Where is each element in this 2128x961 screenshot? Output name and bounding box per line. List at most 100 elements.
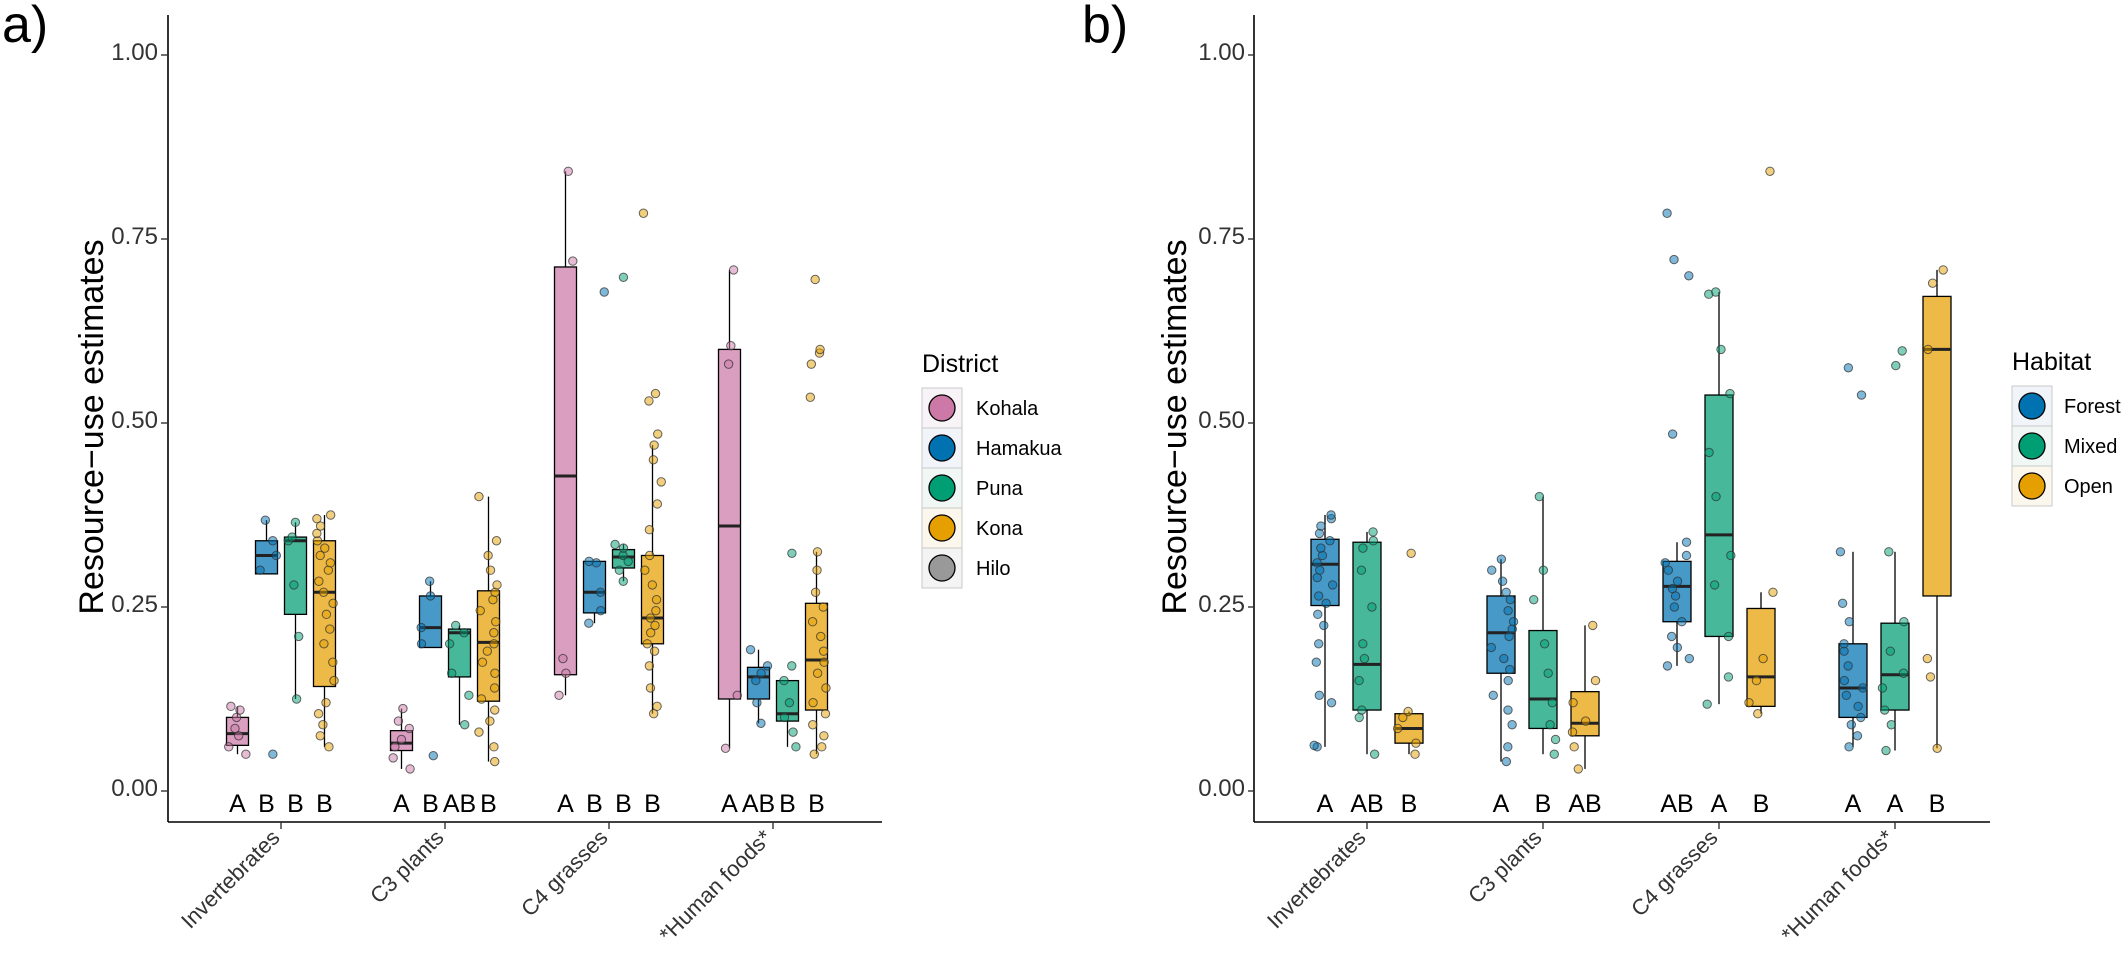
data-point xyxy=(1723,631,1734,642)
data-point xyxy=(475,605,485,616)
legend-item-puna: Puna xyxy=(921,467,1024,509)
data-point xyxy=(1358,639,1368,649)
data-point xyxy=(404,723,414,734)
data-point xyxy=(820,709,831,719)
data-point xyxy=(483,550,493,561)
significance-letter: A xyxy=(1317,790,1334,818)
data-point xyxy=(1677,617,1687,627)
data-point xyxy=(1313,609,1323,620)
legend-item-open: Open xyxy=(2011,465,2113,507)
data-point xyxy=(1501,587,1511,597)
panel-a-y-axis-label: Resource−use estimates xyxy=(73,239,111,614)
data-point xyxy=(1846,720,1856,730)
data-point xyxy=(1927,278,1938,288)
data-point xyxy=(315,550,325,561)
panel-b-y-ticks: 0.00 0.25 0.50 0.75 1.00 xyxy=(1198,39,1245,802)
data-point xyxy=(1667,583,1678,594)
data-point xyxy=(291,694,302,704)
data-point xyxy=(482,646,493,656)
data-point xyxy=(1392,723,1403,734)
panel-b-x-ticks: Invertebrates C3 plants C4 grasses *Huma… xyxy=(1262,825,1899,948)
data-point xyxy=(1569,742,1579,752)
data-point xyxy=(1891,360,1901,371)
data-point xyxy=(1311,657,1321,667)
data-point xyxy=(268,536,278,546)
data-point xyxy=(233,731,244,741)
data-point xyxy=(1505,594,1516,605)
panel-a-legend: District Kohala Hamakua Puna Kona xyxy=(921,350,1062,589)
data-point xyxy=(756,668,766,678)
data-point xyxy=(1751,675,1762,686)
panel-b-label: b) xyxy=(1082,0,1128,54)
significance-letter: A xyxy=(1711,790,1728,818)
data-point xyxy=(1925,672,1936,682)
data-point xyxy=(1547,697,1558,708)
data-point xyxy=(1744,697,1754,708)
data-point xyxy=(1877,683,1888,693)
data-point xyxy=(485,565,496,575)
data-point xyxy=(812,565,822,575)
legend-item-hilo: Hilo xyxy=(921,547,1010,589)
data-point xyxy=(314,576,324,586)
data-point xyxy=(329,675,339,686)
data-point xyxy=(751,675,761,686)
data-point xyxy=(226,701,236,712)
data-point xyxy=(1853,701,1863,712)
data-point xyxy=(492,580,502,590)
data-point xyxy=(474,491,484,502)
significance-letter: B xyxy=(586,790,603,818)
data-point xyxy=(816,631,826,642)
data-point xyxy=(1488,690,1498,701)
legend-swatch xyxy=(2018,432,2046,460)
data-point xyxy=(271,550,282,561)
data-point xyxy=(405,764,415,774)
data-point xyxy=(640,565,650,575)
box-puna xyxy=(283,536,308,616)
box-kohala xyxy=(553,266,578,676)
data-point xyxy=(1312,558,1322,568)
data-point xyxy=(425,591,436,601)
data-point xyxy=(1316,543,1326,553)
data-point xyxy=(805,392,816,402)
data-point xyxy=(618,272,629,282)
data-point xyxy=(1899,617,1909,627)
data-point xyxy=(762,661,773,671)
significance-letter: A xyxy=(1887,790,1904,818)
legend-label: Forest xyxy=(2064,396,2121,418)
data-point xyxy=(489,742,499,752)
data-point xyxy=(651,605,661,616)
data-point xyxy=(1410,749,1420,759)
data-point xyxy=(819,657,829,667)
data-point xyxy=(1932,743,1942,754)
x-tick-label: C4 grasses xyxy=(516,825,612,921)
data-point xyxy=(638,208,649,218)
data-point xyxy=(390,742,400,752)
data-point xyxy=(809,749,819,759)
data-point xyxy=(745,644,756,655)
panel-a: a) Resource−use estimates 0.00 0.25 0.50… xyxy=(2,0,1062,947)
data-point xyxy=(1508,617,1519,627)
data-point xyxy=(563,166,573,176)
significance-letter: B xyxy=(316,790,333,818)
data-point xyxy=(787,661,797,671)
data-point xyxy=(1403,706,1413,717)
data-point xyxy=(1758,653,1768,664)
data-point xyxy=(312,528,322,539)
box-mixed xyxy=(1704,394,1734,638)
data-point xyxy=(1723,672,1734,682)
data-point xyxy=(812,668,823,678)
significance-letter: B xyxy=(422,790,439,818)
y-tick-label: 0.75 xyxy=(111,223,158,250)
x-tick-label: C4 grasses xyxy=(1626,825,1722,921)
data-point xyxy=(416,622,426,633)
data-point xyxy=(1856,712,1866,723)
data-point xyxy=(1356,565,1367,575)
data-point xyxy=(290,517,301,528)
data-point xyxy=(447,668,457,678)
panel-b-legend: Habitat Forest Mixed Open xyxy=(2011,348,2121,507)
data-point xyxy=(723,359,734,369)
data-point xyxy=(321,609,332,620)
data-point xyxy=(1487,565,1497,575)
data-point xyxy=(784,697,795,708)
data-point xyxy=(806,359,817,369)
